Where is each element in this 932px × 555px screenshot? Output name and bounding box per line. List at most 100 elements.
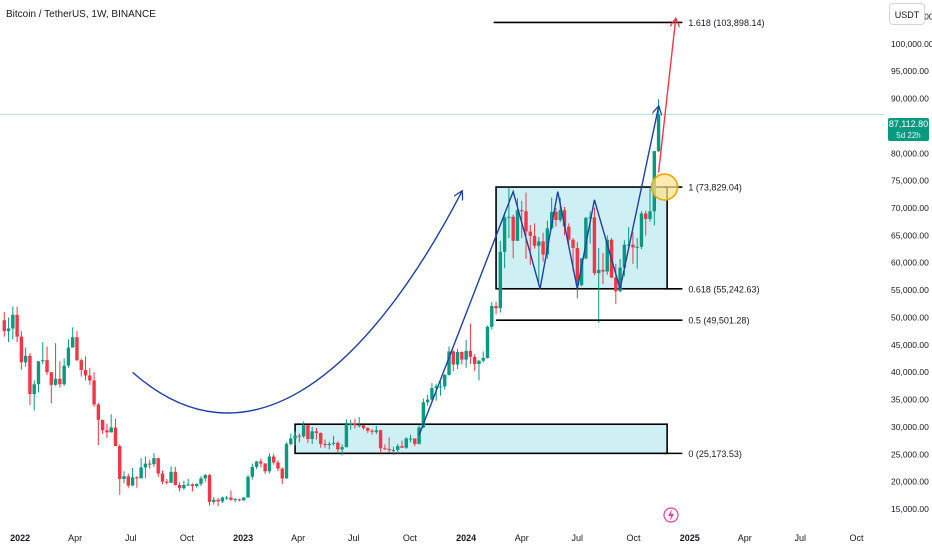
- candle-down: [366, 427, 370, 433]
- candle-body: [498, 251, 503, 309]
- price-tick-label: 60,000.00: [891, 258, 929, 268]
- candle-body: [614, 277, 618, 292]
- candle-body: [400, 446, 404, 448]
- candle-up: [310, 426, 314, 444]
- candle-body: [53, 378, 58, 385]
- candle-body: [421, 402, 426, 428]
- event-marker[interactable]: [663, 507, 679, 523]
- candle-down: [105, 423, 109, 438]
- candle-body: [502, 217, 507, 252]
- candle-body: [233, 499, 237, 501]
- candle-body: [314, 431, 319, 433]
- candle-up: [584, 216, 588, 260]
- candle-body: [635, 246, 639, 248]
- time-axis[interactable]: 2022 Apr Jul Oct 2023 Apr Jul Oct 2024 Apr Jul Oct 2…: [10, 533, 864, 543]
- candle-body: [451, 351, 456, 365]
- time-tick-label: Jul: [795, 533, 807, 543]
- candle-up: [507, 187, 511, 239]
- candle-body: [597, 269, 601, 274]
- candle-body: [545, 228, 550, 255]
- price-tick-label: 100,000.00: [891, 39, 932, 49]
- fib-label: 0.5 (49,501.28): [688, 316, 749, 326]
- candle-up: [344, 419, 349, 448]
- candle-body: [109, 427, 113, 433]
- candle-down: [460, 351, 464, 365]
- candle-body: [2, 320, 6, 332]
- candle-body: [618, 267, 622, 292]
- candle-down: [160, 470, 165, 485]
- candle-body: [242, 497, 246, 501]
- candle-body: [575, 247, 580, 286]
- price-tick-label: 20,000.00: [891, 477, 929, 487]
- candle-down: [156, 457, 160, 477]
- time-tick-label: Oct: [403, 533, 418, 543]
- candle-up: [455, 348, 460, 369]
- candle-body: [430, 388, 434, 400]
- candle-body: [460, 351, 464, 360]
- candle-up: [32, 380, 36, 411]
- candle-body: [113, 427, 118, 447]
- time-tick-label: Jul: [125, 533, 137, 543]
- candle-body: [28, 355, 32, 395]
- candle-body: [224, 497, 229, 499]
- candle-body: [378, 430, 383, 449]
- candle-body: [263, 463, 267, 472]
- candle-up: [597, 247, 601, 323]
- price-axis[interactable]: 15,000.00 20,000.00 25,000.00 30,000.00 35,0…: [891, 11, 932, 514]
- candle-body: [567, 226, 571, 240]
- candle-up: [122, 471, 126, 484]
- candle-body: [267, 456, 272, 472]
- candle-up: [139, 458, 143, 479]
- candle-body: [396, 446, 400, 450]
- candle-up: [425, 394, 430, 406]
- time-tick-label: Oct: [850, 533, 865, 543]
- time-tick-label: 2023: [233, 533, 253, 543]
- price-tick-label: 55,000.00: [891, 285, 929, 295]
- time-tick-label: Oct: [627, 533, 642, 543]
- candle-body: [319, 432, 323, 444]
- candle-body: [186, 484, 190, 486]
- candle-body: [310, 431, 314, 439]
- currency-button[interactable]: USDT: [889, 3, 925, 25]
- candle-countdown: 5d 22h: [896, 131, 921, 140]
- candle-body: [520, 210, 524, 212]
- candle-body: [639, 213, 644, 247]
- candle-body: [147, 463, 152, 465]
- candle-body: [366, 428, 370, 431]
- price-tick-label: 15,000.00: [891, 504, 929, 514]
- candle-up: [70, 327, 75, 348]
- red-target-arrow: [657, 19, 676, 173]
- candle-up: [340, 444, 344, 456]
- candle-up: [186, 478, 190, 487]
- candle-body: [348, 423, 353, 425]
- candle-up: [62, 358, 66, 386]
- chart-title: Bitcoin / TetherUS, 1W, BINANCE: [6, 9, 156, 20]
- candle-down: [88, 367, 92, 385]
- candle-up: [203, 474, 207, 482]
- candle-down: [147, 459, 152, 469]
- candle-body: [357, 425, 361, 427]
- price-tick-label: 25,000.00: [891, 449, 929, 459]
- candle-body: [507, 216, 511, 218]
- candle-down: [400, 440, 404, 448]
- candle-body: [75, 337, 79, 361]
- candle-body: [297, 435, 302, 437]
- candle-body: [353, 423, 357, 426]
- current-price-value: 87,112.80: [888, 119, 929, 129]
- price-tick-label: 65,000.00: [891, 230, 929, 240]
- time-tick-label: Apr: [515, 533, 529, 543]
- candle-body: [49, 372, 54, 385]
- candle-down: [118, 444, 122, 495]
- candle-body: [259, 461, 263, 464]
- candle-up: [481, 351, 485, 363]
- candle-body: [271, 456, 276, 463]
- candle-body: [122, 476, 126, 479]
- candle-down: [229, 490, 233, 501]
- candle-down: [271, 453, 276, 465]
- candle-down: [614, 263, 618, 304]
- candle-body: [331, 442, 336, 444]
- candle-down: [280, 467, 284, 484]
- candle-down: [297, 433, 302, 443]
